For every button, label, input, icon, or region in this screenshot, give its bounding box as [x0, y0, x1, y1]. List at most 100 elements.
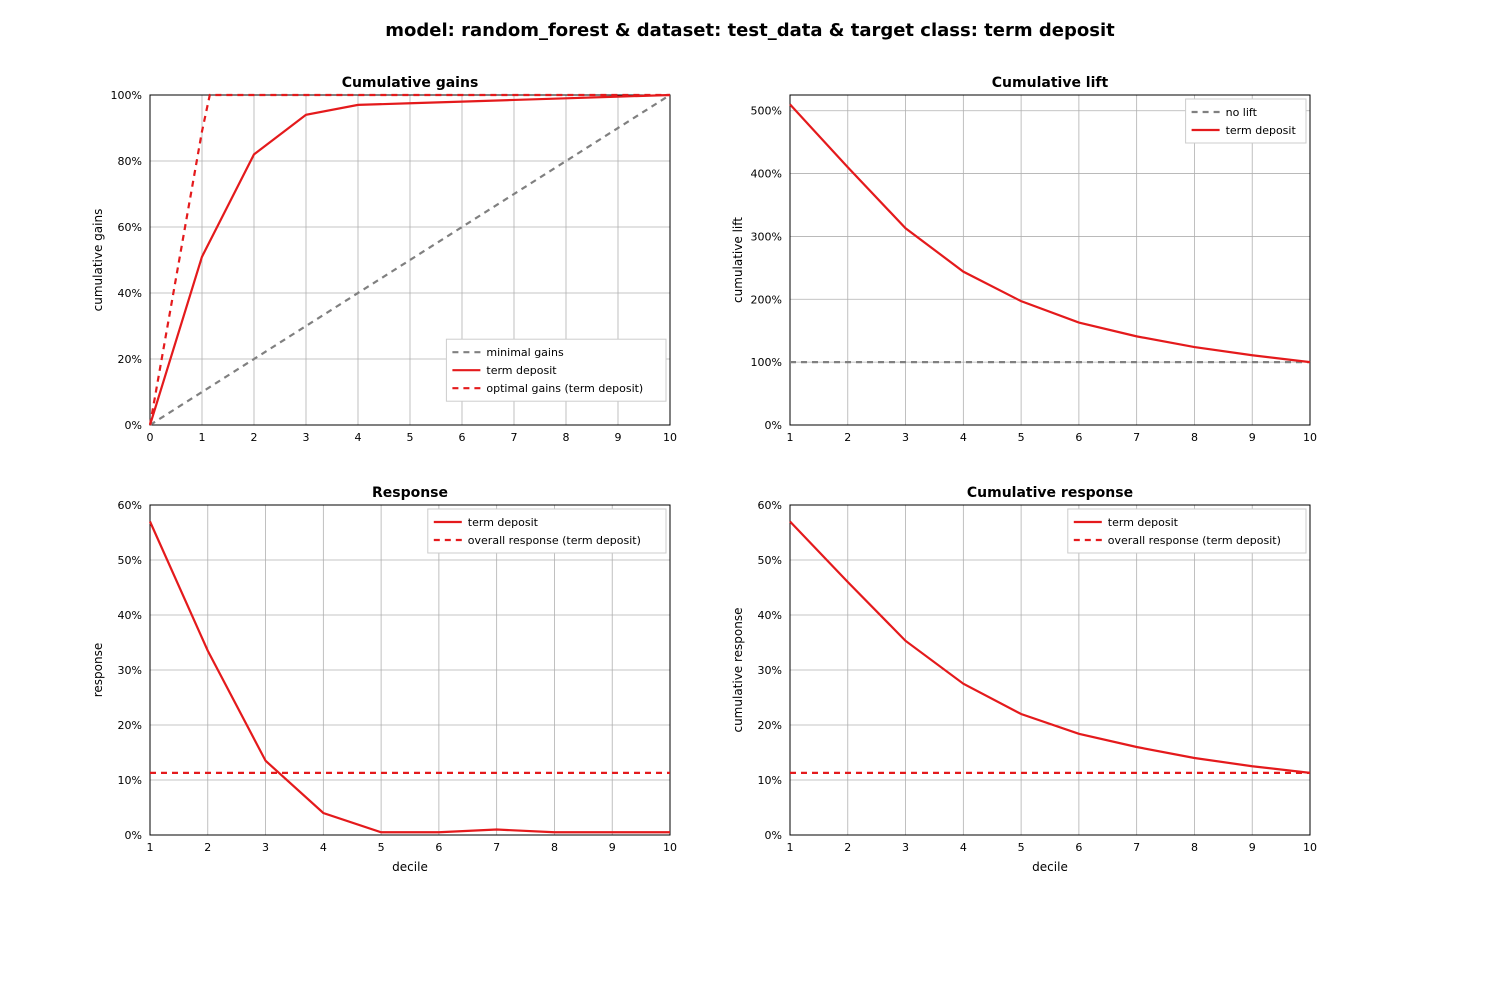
x-tick-label: 4: [355, 431, 362, 444]
y-tick-label: 10%: [118, 774, 142, 787]
x-tick-label: 4: [320, 841, 327, 854]
y-tick-label: 50%: [758, 554, 782, 567]
y-tick-label: 40%: [758, 609, 782, 622]
x-tick-label: 8: [551, 841, 558, 854]
x-tick-label: 10: [1303, 841, 1317, 854]
y-tick-label: 0%: [125, 419, 142, 432]
x-tick-label: 9: [615, 431, 622, 444]
y-tick-label: 20%: [118, 353, 142, 366]
x-tick-label: 6: [1075, 841, 1082, 854]
chart-svg: Cumulative lift123456789100%100%200%300%…: [790, 95, 1310, 425]
x-axis-label: decile: [1032, 860, 1068, 874]
chart-svg: Response123456789100%10%20%30%40%50%60%r…: [150, 505, 670, 835]
y-tick-label: 20%: [118, 719, 142, 732]
legend-label: term deposit: [1226, 124, 1297, 137]
x-tick-label: 7: [493, 841, 500, 854]
legend-label: term deposit: [486, 364, 557, 377]
x-tick-label: 1: [199, 431, 206, 444]
x-tick-label: 8: [563, 431, 570, 444]
x-tick-label: 5: [407, 431, 414, 444]
x-tick-label: 2: [844, 431, 851, 444]
y-tick-label: 60%: [118, 499, 142, 512]
y-tick-label: 40%: [118, 609, 142, 622]
y-tick-label: 50%: [118, 554, 142, 567]
x-tick-label: 4: [960, 431, 967, 444]
figure-suptitle: model: random_forest & dataset: test_dat…: [0, 20, 1500, 41]
x-tick-label: 8: [1191, 841, 1198, 854]
x-tick-label: 6: [1075, 431, 1082, 444]
x-tick-label: 6: [435, 841, 442, 854]
x-tick-label: 1: [787, 841, 794, 854]
y-tick-label: 200%: [751, 293, 782, 306]
x-tick-label: 3: [303, 431, 310, 444]
legend-label: term deposit: [468, 516, 539, 529]
legend-label: overall response (term deposit): [468, 534, 641, 547]
x-tick-label: 3: [262, 841, 269, 854]
x-tick-label: 10: [663, 841, 677, 854]
y-tick-label: 100%: [111, 89, 142, 102]
legend-label: overall response (term deposit): [1108, 534, 1281, 547]
y-tick-label: 300%: [751, 230, 782, 243]
panel-cumulative-gains: Cumulative gains0123456789100%20%40%60%8…: [150, 95, 670, 425]
x-tick-label: 1: [787, 431, 794, 444]
chart-title: Cumulative response: [967, 485, 1133, 501]
chart-title: Cumulative lift: [992, 75, 1109, 91]
y-axis-label: cumulative gains: [91, 209, 105, 312]
legend-label: minimal gains: [486, 346, 564, 359]
x-tick-label: 6: [459, 431, 466, 444]
legend: term deposit overall response (term depos…: [1068, 509, 1306, 553]
x-axis-label: decile: [392, 860, 428, 874]
legend: term deposit overall response (term depos…: [428, 509, 666, 553]
series-line: [790, 522, 1310, 773]
y-tick-label: 0%: [765, 419, 782, 432]
x-tick-label: 5: [1018, 431, 1025, 444]
chart-title: Response: [372, 485, 448, 501]
x-tick-label: 7: [511, 431, 518, 444]
y-tick-label: 80%: [118, 155, 142, 168]
legend-label: no lift: [1226, 106, 1258, 119]
x-tick-label: 4: [960, 841, 967, 854]
panel-cumulative-lift: Cumulative lift123456789100%100%200%300%…: [790, 95, 1310, 425]
legend: minimal gains term deposit optimal gains (…: [446, 339, 666, 401]
y-tick-label: 0%: [765, 829, 782, 842]
x-tick-label: 5: [378, 841, 385, 854]
y-axis-label: cumulative lift: [731, 217, 745, 303]
x-tick-label: 0: [147, 431, 154, 444]
x-tick-label: 8: [1191, 431, 1198, 444]
x-tick-label: 2: [204, 841, 211, 854]
x-tick-label: 9: [609, 841, 616, 854]
x-tick-label: 1: [147, 841, 154, 854]
panel-cumulative-response: Cumulative response123456789100%10%20%30…: [790, 505, 1310, 835]
x-tick-label: 2: [844, 841, 851, 854]
panel-response: Response123456789100%10%20%30%40%50%60%r…: [150, 505, 670, 835]
y-axis-label: cumulative response: [731, 607, 745, 732]
y-tick-label: 30%: [758, 664, 782, 677]
x-tick-label: 3: [902, 431, 909, 444]
y-tick-label: 500%: [751, 105, 782, 118]
x-tick-label: 9: [1249, 431, 1256, 444]
chart-svg: Cumulative response123456789100%10%20%30…: [790, 505, 1310, 835]
legend-label: term deposit: [1108, 516, 1179, 529]
series-line: [150, 522, 670, 833]
y-tick-label: 400%: [751, 168, 782, 181]
y-tick-label: 60%: [118, 221, 142, 234]
legend: no lift term deposit: [1186, 99, 1306, 143]
x-tick-label: 10: [1303, 431, 1317, 444]
y-axis-label: response: [91, 643, 105, 698]
chart-svg: Cumulative gains0123456789100%20%40%60%8…: [150, 95, 670, 425]
chart-title: Cumulative gains: [342, 75, 479, 91]
y-tick-label: 60%: [758, 499, 782, 512]
y-tick-label: 0%: [125, 829, 142, 842]
x-tick-label: 7: [1133, 431, 1140, 444]
x-tick-label: 2: [251, 431, 258, 444]
y-tick-label: 10%: [758, 774, 782, 787]
x-tick-label: 5: [1018, 841, 1025, 854]
legend-label: optimal gains (term deposit): [486, 382, 643, 395]
x-tick-label: 9: [1249, 841, 1256, 854]
x-tick-label: 3: [902, 841, 909, 854]
y-tick-label: 40%: [118, 287, 142, 300]
x-tick-label: 10: [663, 431, 677, 444]
y-tick-label: 20%: [758, 719, 782, 732]
x-tick-label: 7: [1133, 841, 1140, 854]
y-tick-label: 30%: [118, 664, 142, 677]
